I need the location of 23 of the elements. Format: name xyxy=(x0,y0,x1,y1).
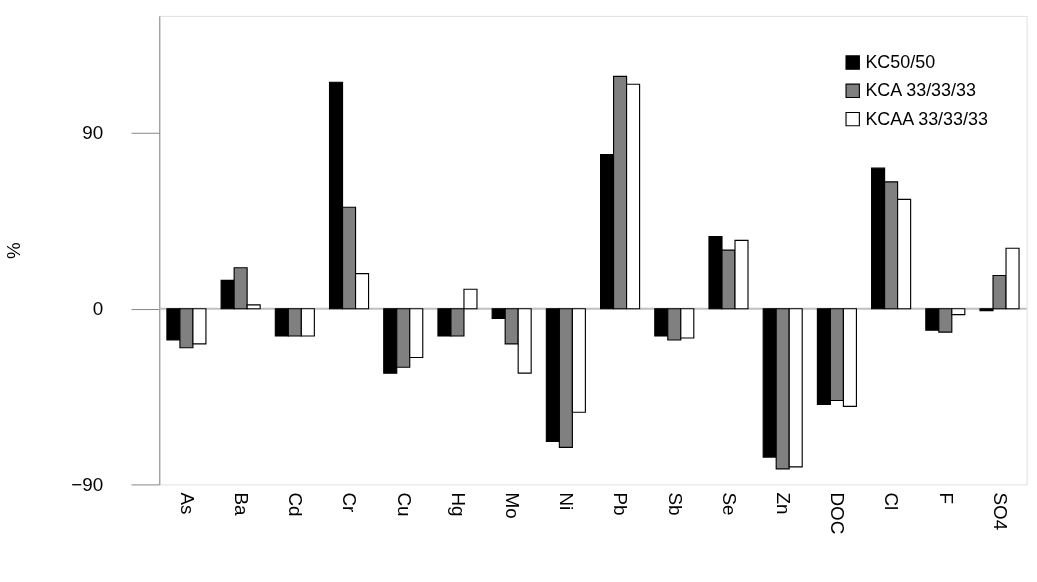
x-tick-label: Cl xyxy=(881,492,903,511)
x-tick-label: Cr xyxy=(339,492,361,513)
x-tick-label: Ba xyxy=(230,492,252,517)
x-tick-label: DOC xyxy=(827,492,849,535)
y-tick-label: 90 xyxy=(82,122,104,144)
y-axis-title: % xyxy=(3,242,25,260)
legend-label: KCAA 33/33/33 xyxy=(865,108,988,129)
x-tick-label: Mo xyxy=(502,492,524,519)
legend-label: KCA 33/33/33 xyxy=(865,80,976,101)
x-tick-label: F xyxy=(935,492,957,504)
x-tick-label: Ni xyxy=(556,492,578,511)
x-tick-label: Pb xyxy=(610,492,632,516)
x-tick-label: Cd xyxy=(285,492,307,517)
x-tick-label: Se xyxy=(718,492,740,516)
legend-label: KC50/50 xyxy=(865,52,936,73)
x-tick-label: Zn xyxy=(773,492,795,515)
y-tick-label: 0 xyxy=(92,297,104,319)
x-tick-label: SO4 xyxy=(989,492,1011,531)
x-tick-label: As xyxy=(176,492,198,515)
x-tick-label: Hg xyxy=(447,492,469,517)
x-tick-label: Cu xyxy=(393,492,415,517)
x-tick-label: Sb xyxy=(664,492,686,516)
y-tick-label: −90 xyxy=(71,473,104,495)
